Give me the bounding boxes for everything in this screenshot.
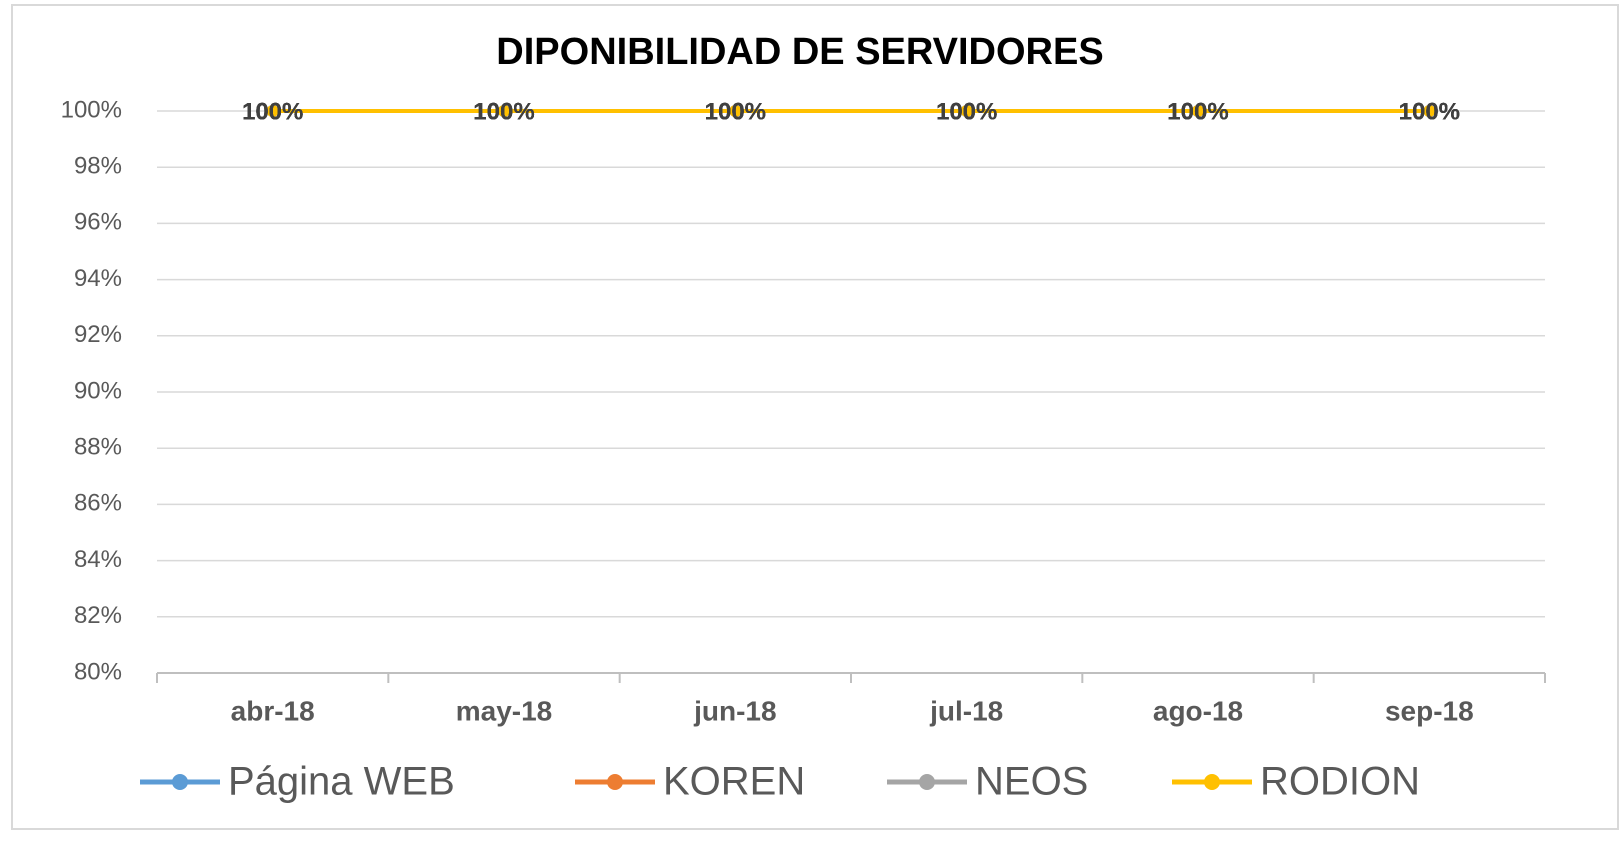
data-label: 100%: [705, 98, 766, 125]
legend-label: NEOS: [975, 760, 1088, 804]
y-tick-label: 96%: [74, 209, 122, 236]
x-tick-label: ago-18: [1153, 695, 1243, 726]
data-label: 100%: [1399, 98, 1460, 125]
legend-marker: [607, 774, 623, 790]
legend-marker: [919, 774, 935, 790]
x-tick-label: abr-18: [231, 695, 315, 726]
y-tick-label: 92%: [74, 321, 122, 348]
series-marker: [729, 105, 742, 117]
data-label: 100%: [1399, 98, 1460, 125]
series-marker: [266, 105, 279, 117]
chart-frame: [11, 4, 1619, 830]
chart-title: DIPONIBILIDAD DE SERVIDORES: [496, 31, 1103, 73]
data-label: 100%: [473, 98, 534, 125]
data-label: 100%: [1399, 98, 1460, 125]
data-label: 100%: [1399, 98, 1460, 125]
data-label: 100%: [936, 98, 997, 125]
data-label: 100%: [242, 98, 303, 125]
y-tick-label: 98%: [74, 153, 122, 180]
data-label: 100%: [705, 98, 766, 125]
data-label: 100%: [936, 98, 997, 125]
x-tick-label: jun-18: [693, 695, 776, 726]
data-label: 100%: [1167, 98, 1228, 125]
y-tick-label: 84%: [74, 546, 122, 573]
data-label: 100%: [473, 98, 534, 125]
y-tick-label: 88%: [74, 434, 122, 461]
x-tick-label: sep-18: [1385, 695, 1474, 726]
series-marker: [960, 105, 973, 117]
data-label: 100%: [705, 98, 766, 125]
series-marker: [498, 105, 510, 117]
data-label: 100%: [473, 98, 534, 125]
data-label: 100%: [705, 98, 766, 125]
data-label: 100%: [1167, 98, 1228, 125]
legend-label: KOREN: [663, 760, 805, 804]
data-label: 100%: [242, 98, 303, 125]
legend-label: Página WEB: [228, 760, 455, 804]
series-marker: [1192, 105, 1204, 117]
x-tick-label: jul-18: [929, 695, 1003, 726]
data-label: 100%: [936, 98, 997, 125]
x-tick-label: may-18: [456, 695, 553, 726]
data-label: 100%: [242, 98, 303, 125]
y-tick-label: 94%: [74, 265, 122, 292]
legend-marker: [1204, 774, 1220, 790]
y-tick-label: 80%: [74, 658, 122, 685]
data-label: 100%: [1167, 98, 1228, 125]
y-tick-label: 86%: [74, 490, 122, 517]
y-tick-label: 82%: [74, 602, 122, 629]
data-label: 100%: [242, 98, 303, 125]
data-label: 100%: [1167, 98, 1228, 125]
data-label: 100%: [936, 98, 997, 125]
legend-label: RODION: [1260, 760, 1420, 804]
data-label: 100%: [473, 98, 534, 125]
y-tick-label: 90%: [74, 377, 122, 404]
series-marker: [1423, 105, 1436, 117]
legend-marker: [172, 774, 188, 790]
y-tick-label: 100%: [61, 96, 122, 123]
